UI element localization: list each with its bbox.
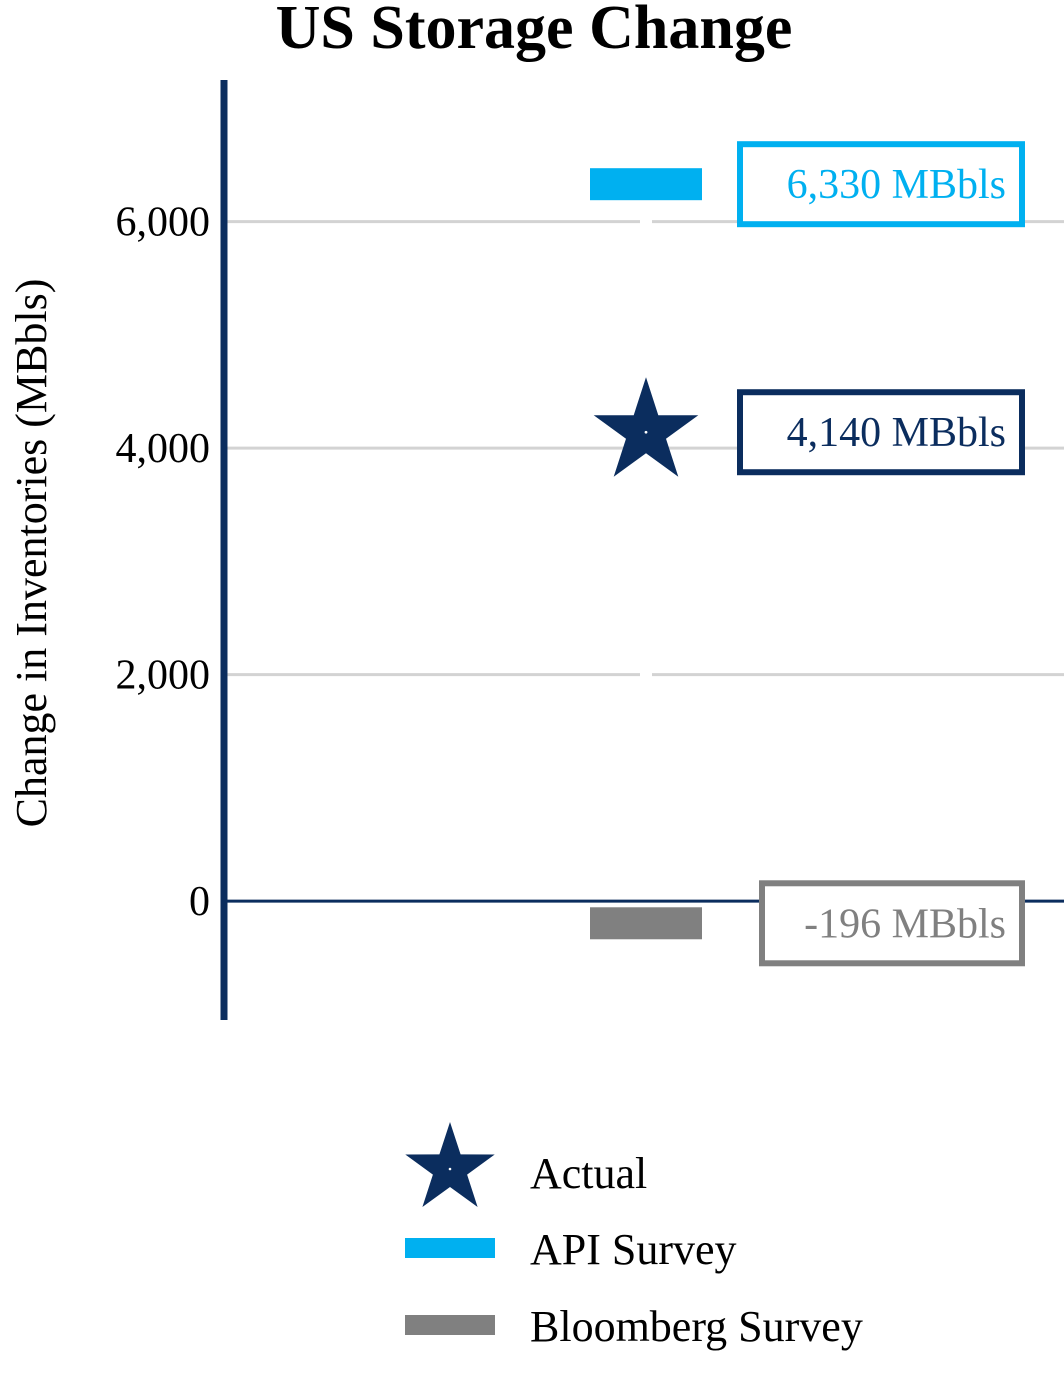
legend-label: Actual <box>530 1149 647 1198</box>
bloomberg-survey-callout-label: -196 MBbls <box>804 901 1006 947</box>
y-tick-label: 2,000 <box>116 653 211 699</box>
api-survey-legend-swatch <box>405 1238 495 1258</box>
bloomberg-survey-legend-swatch <box>405 1315 495 1335</box>
api-survey-callout-box <box>737 141 1025 228</box>
bloomberg-survey-callout-box <box>759 880 1025 967</box>
legend-label: Bloomberg Survey <box>530 1302 863 1351</box>
data-marks <box>590 168 702 940</box>
actual-star-center <box>644 430 648 434</box>
api-survey-bar-mark <box>590 168 702 201</box>
api-survey-callout-label: 6,330 MBbls <box>787 162 1006 208</box>
chart-title: US Storage Change <box>276 0 793 62</box>
bloomberg-survey-bar-mark <box>590 907 702 940</box>
value-callouts: 4,140 MBbls 6,330 MBbls -196 MBbls <box>737 141 1025 967</box>
actual-callout-label: 4,140 MBbls <box>787 410 1006 456</box>
legend-star-center <box>448 1167 452 1171</box>
y-tick-label: 4,000 <box>116 426 211 472</box>
actual-star-mark <box>593 377 699 477</box>
legend-star-icon <box>405 1122 495 1207</box>
y-tick-label: 0 <box>189 879 210 925</box>
actual-callout-box <box>737 389 1025 476</box>
legend: Actual API Survey Bloomberg Survey <box>405 1122 863 1351</box>
y-axis-label: Change in Inventories (MBbls) <box>7 279 56 828</box>
legend-label: API Survey <box>530 1225 737 1274</box>
y-tick-labels: 0 2,000 4,000 6,000 <box>116 200 211 926</box>
y-tick-label: 6,000 <box>116 200 211 246</box>
